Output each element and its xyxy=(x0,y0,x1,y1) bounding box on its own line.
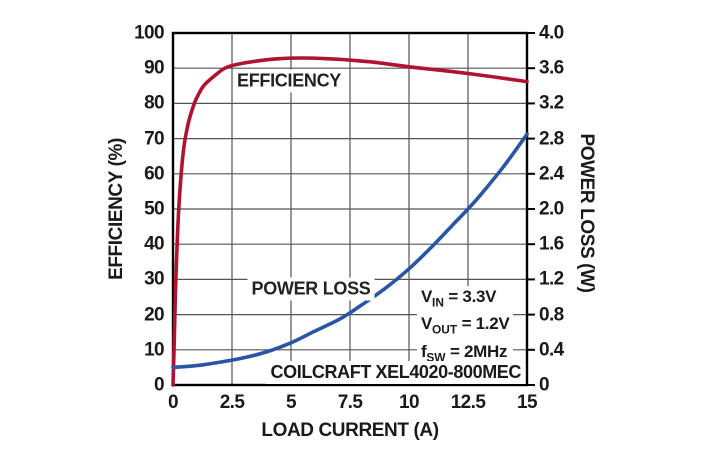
test-conditions-annotation: VIN = 3.3V VOUT = 1.2V fSW = 2MHz xyxy=(417,286,514,369)
tick-label: 2.0 xyxy=(539,198,564,220)
tick-label: 0 xyxy=(154,374,165,396)
part-number-label: COILCRAFT XEL4020-800MEC xyxy=(265,361,526,384)
tick-label: 5 xyxy=(286,392,297,413)
tick-label: 0 xyxy=(168,392,179,413)
y-left-axis-title-text: EFFICIENCY (%) xyxy=(106,138,127,280)
plot-border xyxy=(171,31,529,387)
tick-label: 2.4 xyxy=(539,163,564,185)
tick-label: 60 xyxy=(144,163,165,185)
tick-label: 2.5 xyxy=(219,392,245,413)
power-loss-curve xyxy=(171,132,529,370)
tick-label: 40 xyxy=(144,233,165,255)
tick-label: 20 xyxy=(144,304,165,326)
y-right-axis-title-text: POWER LOSS (W) xyxy=(576,133,597,293)
tick-label: 30 xyxy=(144,268,165,290)
tick-label: 0 xyxy=(539,374,550,396)
tick-label: 0.8 xyxy=(539,304,564,326)
fsw-condition: fSW = 2MHz xyxy=(421,341,508,365)
vin-condition: VIN = 3.3V xyxy=(421,287,497,310)
efficiency-curve-label: EFFICIENCY xyxy=(232,69,346,93)
tick-label: 7.5 xyxy=(337,392,363,413)
tick-label: 2.8 xyxy=(539,128,564,150)
y-right-axis-title: POWER LOSS (W) xyxy=(576,133,710,292)
tick-label: 100 xyxy=(134,22,165,44)
tick-label: 10 xyxy=(144,339,165,361)
vout-condition: VOUT = 1.2V xyxy=(421,314,510,337)
efficiency-curve xyxy=(171,56,529,387)
tick-label: 0.4 xyxy=(539,339,564,361)
y-left-axis-title: EFFICIENCY (%) xyxy=(106,138,259,280)
tick-label: 1.6 xyxy=(539,233,564,255)
tick-label: 70 xyxy=(144,128,165,150)
power-loss-curve-label: POWER LOSS xyxy=(247,277,375,301)
tick-label: 4.0 xyxy=(539,22,564,44)
tick-label: 10 xyxy=(399,392,420,413)
tick-label: 80 xyxy=(144,92,165,114)
tick-label: 90 xyxy=(144,57,165,79)
tick-label: 3.2 xyxy=(539,92,564,114)
tick-label: 50 xyxy=(144,198,165,220)
tick-label: 1.2 xyxy=(539,268,564,290)
tick-label: 12.5 xyxy=(450,392,486,413)
tick-label: 3.6 xyxy=(539,57,564,79)
tick-label: 15 xyxy=(517,392,538,413)
x-axis-title: LOAD CURRENT (A) xyxy=(261,420,439,441)
